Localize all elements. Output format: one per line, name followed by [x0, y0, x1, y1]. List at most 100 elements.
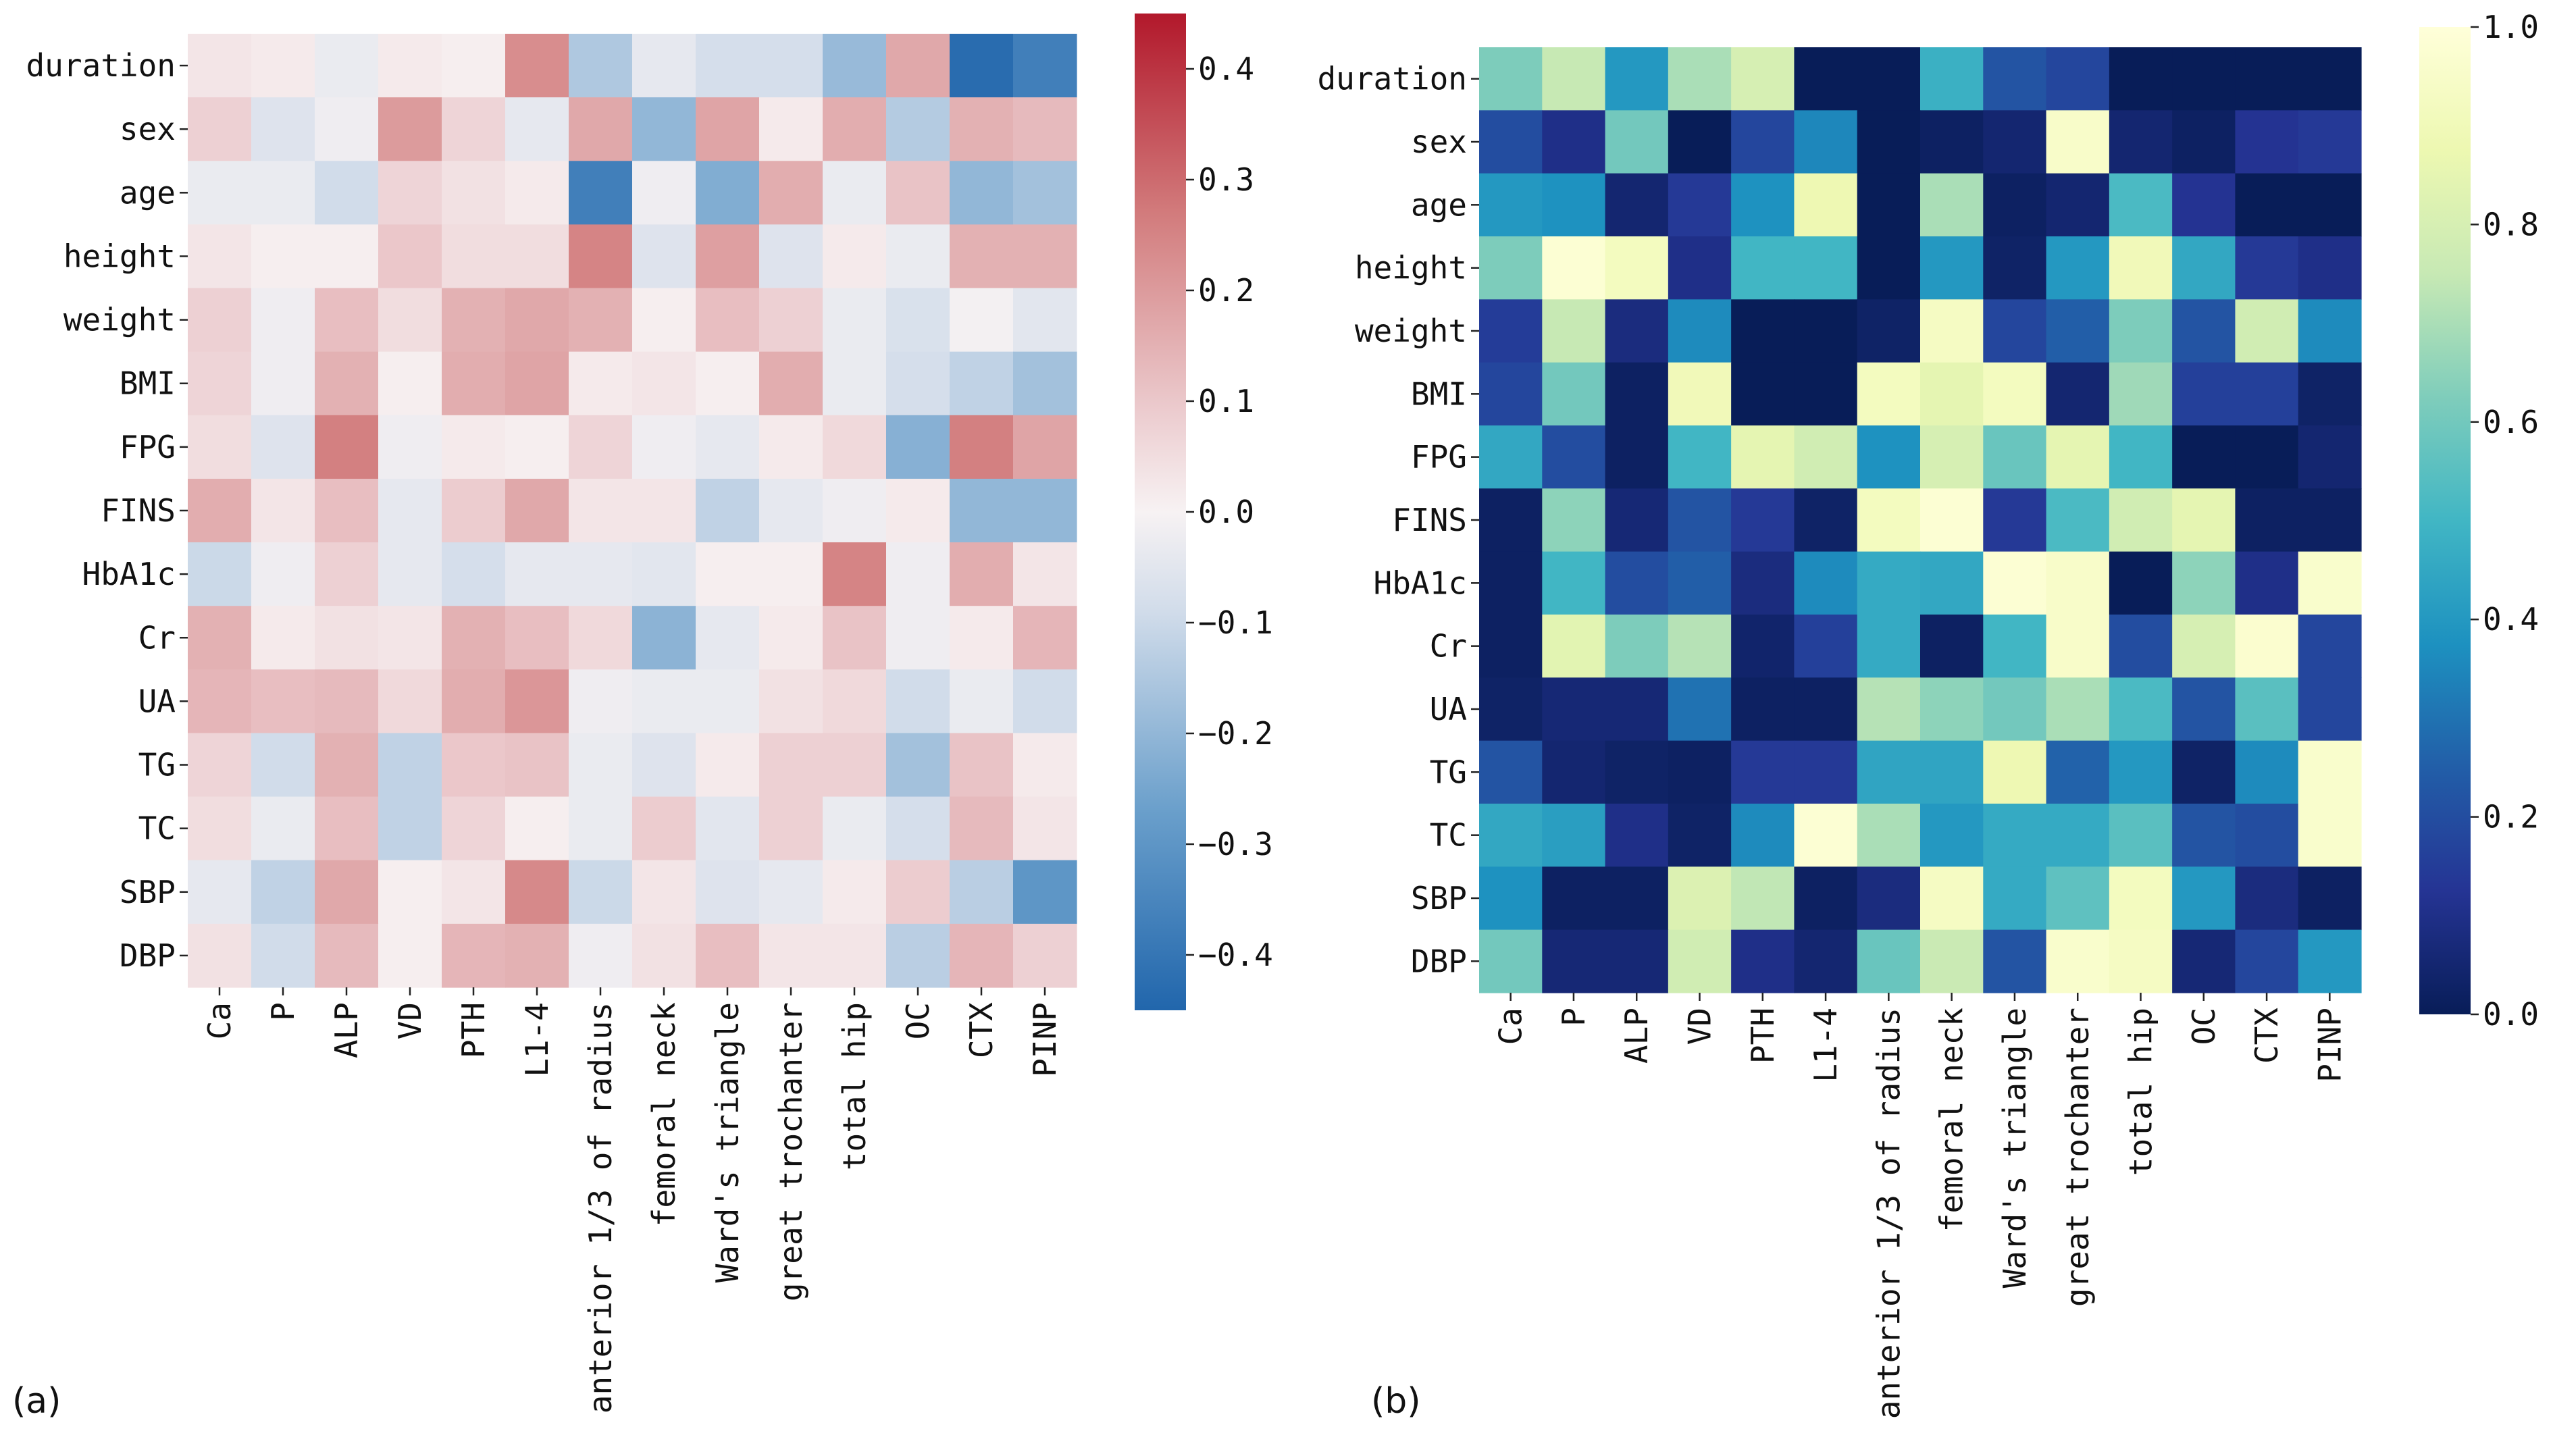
- heatmap-b-cell-tc-pth: [1731, 804, 1795, 867]
- heatmap-b-cell-sbp-great-trochanter: [2046, 866, 2110, 931]
- heatmap-b-cell-age-total-hip: [2109, 173, 2173, 237]
- heatmap-a-cell-hba1c-l1-4: [505, 542, 569, 606]
- heatmap-a-cell-sbp-pth: [442, 860, 506, 925]
- heatmap-b-cell-fins-ca: [1479, 488, 1543, 552]
- heatmap-b-row-label-ua: UA: [1430, 691, 1467, 727]
- heatmap-b-cells: [1479, 47, 2362, 993]
- heatmap-b-cell-sex-total-hip: [2109, 110, 2173, 174]
- heatmap-a-cell-sbp-femoral-neck: [632, 860, 696, 925]
- colorbar-b-tick-label: 1.0: [2483, 9, 2539, 45]
- heatmap-b-cell-ua-alp: [1605, 677, 1669, 742]
- heatmap-a-cell-cr-pth: [442, 606, 506, 670]
- heatmap-b-cell-fpg-ctx: [2235, 425, 2299, 489]
- heatmap-a-cell-hba1c-femoral-neck: [632, 542, 696, 606]
- heatmap-a-cell-sex-ctx: [950, 97, 1014, 161]
- heatmap-a-cell-fins-femoral-neck: [632, 478, 696, 543]
- heatmap-a-cell-tc-femoral-neck: [632, 796, 696, 861]
- heatmap-b-cell-duration-p: [1542, 47, 1606, 111]
- heatmap-a-cell-ua-alp: [315, 669, 379, 734]
- heatmap-b-cell-dbp-anterior-1-3-of-radius: [1857, 929, 1921, 993]
- heatmap-a-cell-duration-vd: [378, 34, 442, 98]
- heatmap-b-cell-hba1c-total-hip: [2109, 551, 2173, 615]
- heatmap-a-cell-duration-oc: [886, 34, 950, 98]
- heatmap-b-cell-tc-oc: [2172, 804, 2236, 867]
- heatmap-b-cell-weight-pinp: [2298, 299, 2362, 363]
- heatmap-b-cell-cr-anterior-1-3-of-radius: [1857, 615, 1921, 678]
- heatmap-b-cell-tg-l1-4: [1794, 740, 1858, 804]
- heatmap-b-cell-hba1c-pinp: [2298, 551, 2362, 615]
- heatmap-b-cell-ua-total-hip: [2109, 677, 2173, 742]
- heatmap-a-cell-dbp-ctx: [950, 923, 1014, 988]
- heatmap-a-row-label-ua: UA: [138, 683, 176, 719]
- heatmap-a-cell-sbp-oc: [886, 860, 950, 925]
- heatmap-a-cell-fpg-ward-s-triangle: [696, 415, 760, 479]
- heatmap-b-cell-fins-l1-4: [1794, 488, 1858, 552]
- heatmap-a-cell-bmi-anterior-1-3-of-radius: [569, 351, 633, 416]
- heatmap-a-cell-hba1c-vd: [378, 542, 442, 606]
- heatmap-b-cell-weight-p: [1542, 299, 1606, 363]
- heatmap-b-cell-age-pinp: [2298, 173, 2362, 237]
- heatmap-b-cell-fins-vd: [1668, 488, 1732, 552]
- heatmap-b-row-label-sex: sex: [1411, 124, 1467, 160]
- heatmap-a-cell-hba1c-pinp: [1013, 542, 1077, 606]
- heatmap-a-cell-duration-p: [251, 34, 315, 98]
- heatmap-b-cell-fpg-great-trochanter: [2046, 425, 2110, 489]
- heatmap-b-col-label-alp: ALP: [1618, 1008, 1655, 1064]
- heatmap-a-cell-dbp-anterior-1-3-of-radius: [569, 923, 633, 988]
- heatmap-b-cell-tg-femoral-neck: [1920, 740, 1984, 804]
- heatmap-a-col-label-vd: VD: [392, 1002, 428, 1039]
- heatmap-b-cell-height-l1-4: [1794, 236, 1858, 300]
- heatmap-b-cell-sex-femoral-neck: [1920, 110, 1984, 174]
- heatmap-a-cell-sbp-anterior-1-3-of-radius: [569, 860, 633, 925]
- heatmap-b-cell-ua-femoral-neck: [1920, 677, 1984, 742]
- heatmap-a-row-label-dbp: DBP: [120, 937, 176, 974]
- heatmap-a-cell-duration-l1-4: [505, 34, 569, 98]
- heatmap-a-cell-sbp-total-hip: [823, 860, 887, 925]
- heatmap-b-cell-duration-great-trochanter: [2046, 47, 2110, 111]
- heatmap-a-cell-fpg-pth: [442, 415, 506, 479]
- heatmap-b-cell-tg-ca: [1479, 740, 1543, 804]
- heatmap-b-col-label-ctx: CTX: [2248, 1008, 2285, 1064]
- heatmap-a-cell-height-p: [251, 224, 315, 289]
- heatmap-a-col-label-alp: ALP: [328, 1002, 365, 1058]
- heatmap-b-col-label-oc: OC: [2186, 1008, 2222, 1045]
- heatmap-b-cell-hba1c-ctx: [2235, 551, 2299, 615]
- heatmap-b-cell-tc-pinp: [2298, 804, 2362, 867]
- heatmap-a-cell-hba1c-anterior-1-3-of-radius: [569, 542, 633, 606]
- heatmap-a-cell-bmi-l1-4: [505, 351, 569, 416]
- heatmap-a-col-label-total-hip: total hip: [836, 1002, 873, 1170]
- heatmap-a-col-label-ca: Ca: [201, 1002, 238, 1039]
- heatmap-b-cell-bmi-pinp: [2298, 362, 2362, 426]
- colorbar-a-ticks: 0.4 0.3 0.2 0.1 0.0 −0.1 −0.2 −0.3 −0.4: [1186, 51, 1273, 973]
- heatmap-b-cell-fins-pth: [1731, 488, 1795, 552]
- heatmap-a-cell-sex-ca: [188, 97, 252, 161]
- heatmap-a-cell-fins-alp: [315, 478, 379, 543]
- heatmap-b-cell-dbp-pth: [1731, 929, 1795, 993]
- heatmap-a-cell-fins-oc: [886, 478, 950, 543]
- heatmap-b-cell-sex-vd: [1668, 110, 1732, 174]
- heatmap-a-cell-hba1c-p: [251, 542, 315, 606]
- heatmap-b-cell-dbp-total-hip: [2109, 929, 2173, 993]
- heatmap-b-cell-fpg-pth: [1731, 425, 1795, 489]
- heatmap-a-cell-cr-l1-4: [505, 606, 569, 670]
- heatmap-a-cell-hba1c-alp: [315, 542, 379, 606]
- heatmap-a-cell-dbp-pinp: [1013, 923, 1077, 988]
- heatmap-a-cell-ua-femoral-neck: [632, 669, 696, 734]
- heatmap-b-row-label-tg: TG: [1430, 754, 1467, 790]
- heatmap-a-cell-age-oc: [886, 161, 950, 225]
- heatmap-a-cell-sex-pinp: [1013, 97, 1077, 161]
- heatmap-b-col-label-pth: PTH: [1745, 1008, 1781, 1064]
- heatmap-a-cell-height-ward-s-triangle: [696, 224, 760, 289]
- heatmap-b-cell-weight-pth: [1731, 299, 1795, 363]
- heatmap-b-col-label-ward-s-triangle: Ward's triangle: [1996, 1008, 2033, 1288]
- heatmap-b-cell-weight-ctx: [2235, 299, 2299, 363]
- heatmap-a-cell-tg-ctx: [950, 733, 1014, 798]
- heatmap-b-cell-dbp-ward-s-triangle: [1983, 929, 2047, 993]
- heatmap-b-cell-bmi-pth: [1731, 362, 1795, 426]
- heatmap-a-row-label-duration: duration: [26, 47, 176, 84]
- heatmap-a-cell-sex-oc: [886, 97, 950, 161]
- colorbar-a-gradient: [1135, 14, 1186, 1010]
- heatmap-b-cell-hba1c-femoral-neck: [1920, 551, 1984, 615]
- heatmap-a-cell-dbp-alp: [315, 923, 379, 988]
- heatmap-b-row-label-dbp: DBP: [1411, 943, 1467, 979]
